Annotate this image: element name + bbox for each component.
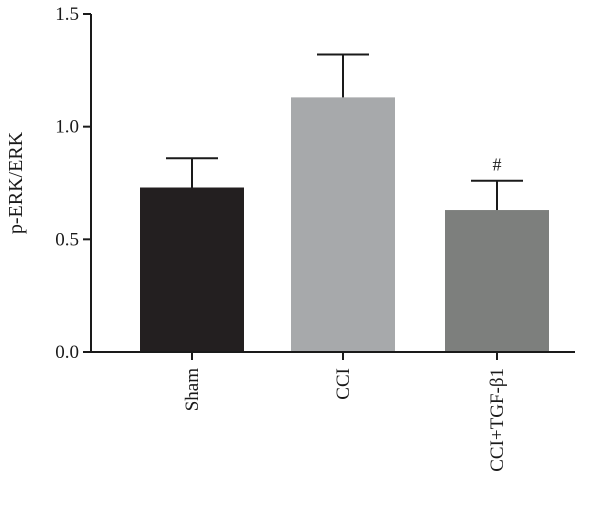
bar-sham <box>140 187 244 352</box>
bar-cci-tgf-1 <box>445 210 549 352</box>
x-tick-label: Sham <box>182 368 203 412</box>
error-bars-layer <box>166 53 523 211</box>
x-tick-label: CCI <box>333 368 354 400</box>
y-axis-title: p-ERK/ERK <box>5 131 27 234</box>
y-ticks-layer: 0.0 0.5 1.0 1.5 <box>55 4 91 363</box>
x-tick-label: CCI+TGF-β1 <box>487 368 508 472</box>
x-tick-labels-layer: Sham CCI CCI+TGF-β1 <box>182 352 508 472</box>
axes-layer <box>90 14 575 353</box>
y-tick-label: 0.5 <box>55 229 79 250</box>
y-tick-label: 0.0 <box>55 342 79 363</box>
y-tick-label: 1.0 <box>55 117 79 138</box>
annotations-layer: # <box>493 155 502 175</box>
bar-cci <box>291 97 395 352</box>
bars-layer <box>140 97 549 352</box>
y-tick-label: 1.5 <box>55 4 79 25</box>
significance-marker: # <box>493 155 502 175</box>
